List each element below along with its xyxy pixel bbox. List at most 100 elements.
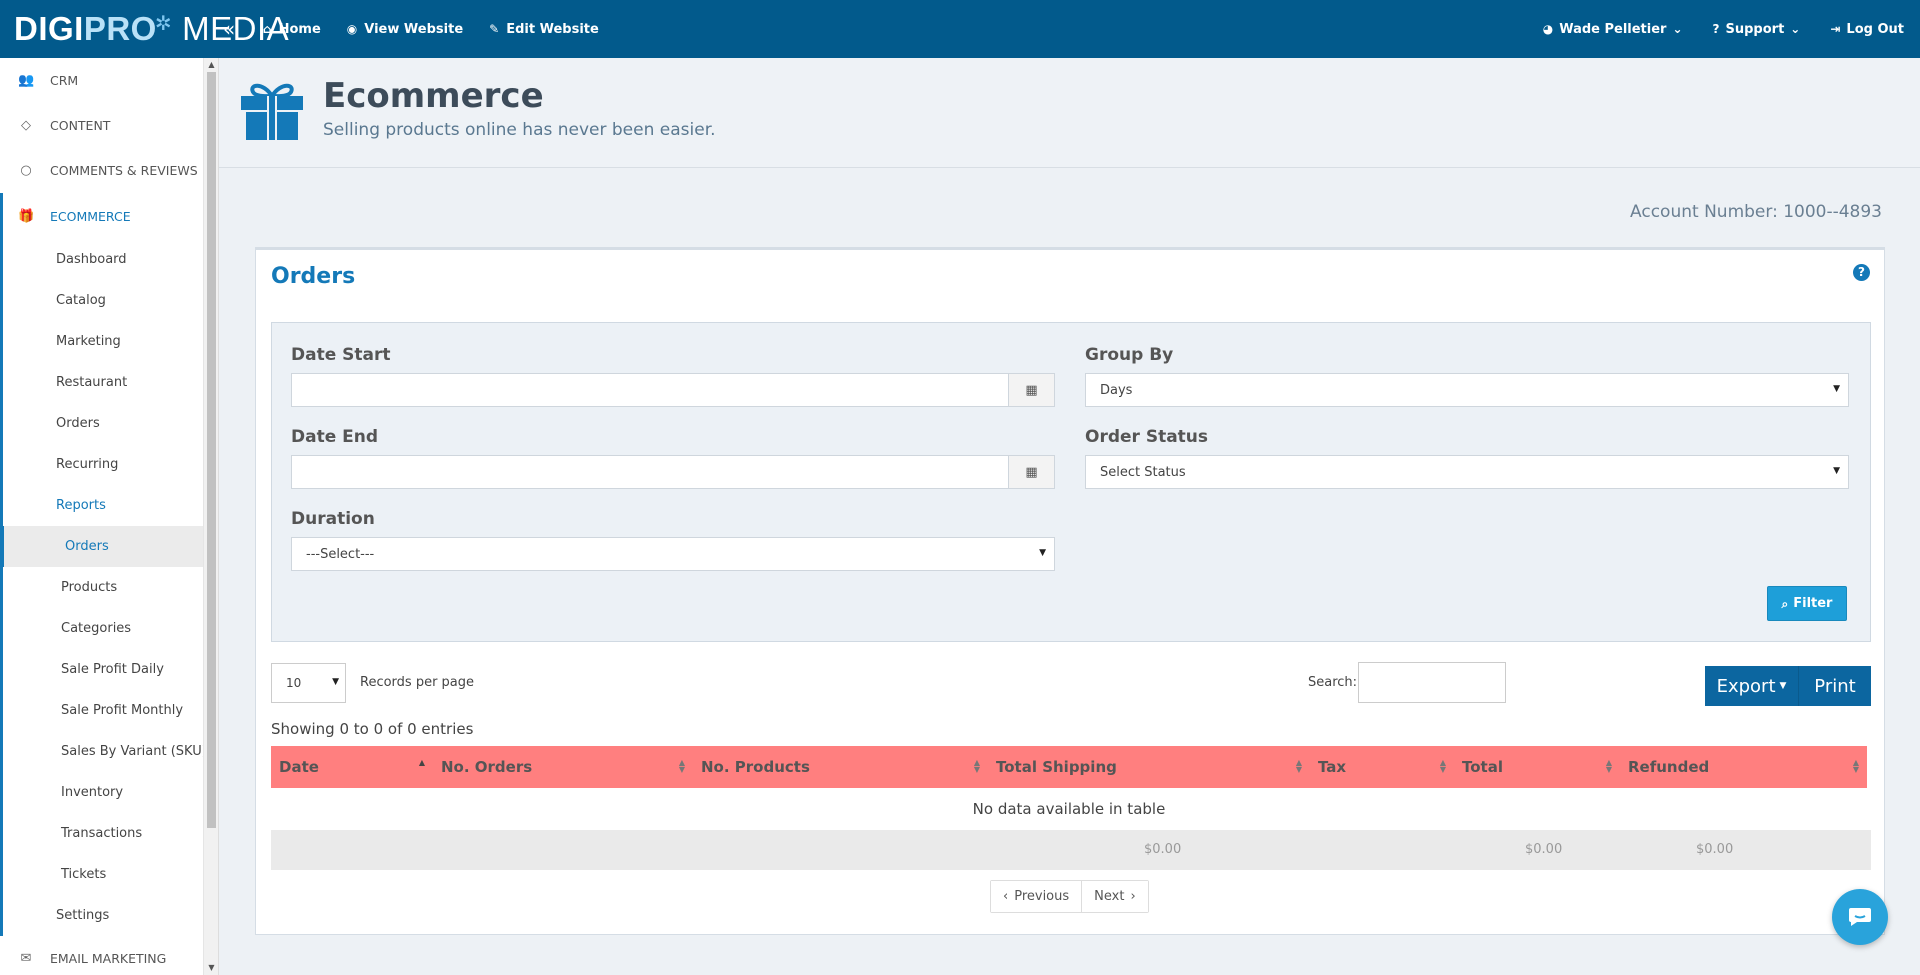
logo[interactable]: DIGI PRO ✲ MEDIA	[0, 0, 289, 58]
previous-label: Previous	[1014, 889, 1070, 904]
page-subtitle: Selling products online has never been e…	[323, 120, 716, 140]
chat-widget-button[interactable]	[1832, 889, 1888, 945]
sidebar: 👥 CRM ◇ CONTENT ○ COMMENTS & REVIEWS 🎁 E…	[0, 58, 219, 975]
chevron-right-icon: ›	[1130, 889, 1136, 904]
question-circle-icon: ?	[1712, 22, 1720, 36]
nav-view-website-link[interactable]: ◉ View Website	[347, 22, 463, 37]
orders-panel: Orders ? Date Start ▦ Date End ▦ Duratio…	[255, 247, 1885, 935]
eye-icon: ◉	[346, 22, 358, 36]
sidebar-item-report-sales-by-variant[interactable]: Sales By Variant (SKU)	[61, 744, 207, 759]
sidebar-item-report-transactions[interactable]: Transactions	[61, 826, 143, 841]
print-button[interactable]: Print	[1799, 666, 1871, 706]
group-by-label: Group By	[1085, 345, 1174, 365]
date-end-label: Date End	[291, 427, 379, 447]
sidebar-item-report-tickets[interactable]: Tickets	[61, 867, 107, 882]
nav-home-label: Home	[278, 21, 321, 37]
nav-view-website-label: View Website	[364, 21, 464, 37]
sort-icon: ▲ ▼	[1295, 758, 1302, 774]
sidebar-item-content[interactable]: ◇ CONTENT	[0, 103, 218, 148]
top-navbar: DIGI PRO ✲ MEDIA « ⌂ Home ◉ View Website ✎ …	[0, 0, 1920, 58]
order-status-select[interactable]: Select Status ▼	[1085, 455, 1849, 489]
column-header-label: Total Shipping	[996, 758, 1117, 776]
calendar-icon[interactable]: ▦	[1009, 455, 1055, 489]
table-header: Date ▲ No. Orders ▲ ▼ No. Products ▲ ▼ Tot…	[271, 746, 1867, 788]
user-name: Wade Pelletier	[1559, 21, 1667, 37]
column-header-label: Refunded	[1628, 758, 1710, 776]
export-button[interactable]: Export ▼	[1705, 666, 1799, 706]
sidebar-item-orders[interactable]: Orders	[56, 416, 100, 431]
gift-icon: 🎁	[18, 208, 35, 224]
group-by-select[interactable]: Days ▼	[1085, 373, 1849, 407]
empty-table-message: No data available in table	[271, 788, 1867, 830]
scrollbar-thumb[interactable]	[207, 72, 216, 828]
top-right-menu: ◕ Wade Pelletier ⌄ ? Support ⌄ ⇥ Log Out	[1543, 22, 1920, 37]
nav-edit-website-link[interactable]: ✎ Edit Website	[489, 22, 599, 37]
caret-down-icon: ▼	[1039, 548, 1046, 558]
next-page-button[interactable]: Next ›	[1081, 881, 1148, 912]
records-per-page-value: 10	[286, 676, 302, 690]
sidebar-item-marketing[interactable]: Marketing	[56, 334, 121, 349]
sidebar-item-recurring[interactable]: Recurring	[56, 457, 119, 472]
users-icon: 👥	[18, 73, 35, 88]
column-header-date[interactable]: Date ▲	[271, 746, 433, 788]
sidebar-item-label: COMMENTS & REVIEWS	[50, 163, 198, 178]
records-per-page-label: Records per page	[360, 675, 475, 690]
column-header-no-orders[interactable]: No. Orders ▲ ▼	[433, 746, 693, 788]
sidebar-item-settings[interactable]: Settings	[56, 908, 110, 923]
sidebar-item-report-inventory[interactable]: Inventory	[61, 785, 124, 800]
support-menu[interactable]: ? Support ⌄	[1713, 22, 1801, 37]
comment-icon: ○	[20, 163, 32, 178]
calendar-icon[interactable]: ▦	[1009, 373, 1055, 407]
sidebar-scrollbar[interactable]: ▲ ▼	[203, 58, 218, 975]
column-header-refunded[interactable]: Refunded ▲ ▼	[1620, 746, 1867, 788]
logo-text-media: MEDIA	[182, 10, 290, 47]
sidebar-item-catalog[interactable]: Catalog	[56, 293, 106, 308]
sort-icon: ▲ ▼	[1605, 758, 1612, 774]
sidebar-item-dashboard[interactable]: Dashboard	[56, 252, 127, 267]
sidebar-item-ecommerce[interactable]: 🎁 ECOMMERCE	[3, 193, 218, 239]
column-header-tax[interactable]: Tax ▲ ▼	[1310, 746, 1454, 788]
search-input[interactable]	[1358, 662, 1506, 703]
help-icon[interactable]: ?	[1853, 264, 1870, 281]
sidebar-item-report-orders[interactable]: Orders	[0, 526, 218, 567]
logout-link[interactable]: ⇥ Log Out	[1830, 22, 1904, 37]
sidebar-item-label: EMAIL MARKETING	[50, 951, 167, 966]
filter-button[interactable]: ⌕ Filter	[1767, 586, 1847, 621]
search-icon: ⌕	[1781, 596, 1789, 611]
records-per-page-select[interactable]: 10 ▼	[271, 663, 346, 703]
nav-home-link[interactable]: ⌂ Home	[263, 22, 321, 37]
sidebar-item-crm[interactable]: 👥 CRM	[0, 58, 218, 103]
caret-down-icon: ▼	[332, 677, 339, 687]
logo-text-pro: PRO	[83, 10, 157, 47]
chevron-down-icon: ⌄	[1790, 22, 1801, 36]
sidebar-item-report-products[interactable]: Products	[61, 580, 118, 595]
caret-down-icon: ▼	[1833, 466, 1840, 476]
duration-select[interactable]: ---Select--- ▼	[291, 537, 1055, 571]
account-number: Account Number: 1000--4893	[1630, 202, 1882, 222]
column-header-label: Date	[279, 758, 319, 776]
sidebar-item-report-categories[interactable]: Categories	[61, 621, 132, 636]
column-header-label: No. Products	[701, 758, 810, 776]
sidebar-item-report-sale-profit-monthly[interactable]: Sale Profit Monthly	[61, 703, 184, 718]
date-end-input[interactable]	[291, 455, 1009, 489]
date-start-input[interactable]	[291, 373, 1009, 407]
column-header-total[interactable]: Total ▲ ▼	[1454, 746, 1620, 788]
column-header-total-shipping[interactable]: Total Shipping ▲ ▼	[988, 746, 1310, 788]
sidebar-item-comments[interactable]: ○ COMMENTS & REVIEWS	[0, 148, 218, 193]
sidebar-item-restaurant[interactable]: Restaurant	[56, 375, 128, 390]
collapse-sidebar-icon[interactable]: «	[223, 17, 236, 41]
filter-button-label: Filter	[1793, 596, 1833, 611]
sidebar-item-label: ECOMMERCE	[50, 208, 131, 224]
order-status-label: Order Status	[1085, 427, 1209, 447]
sort-icon: ▲ ▼	[678, 758, 685, 774]
support-label: Support	[1725, 21, 1785, 37]
sidebar-item-reports[interactable]: Reports	[56, 498, 106, 513]
column-header-no-products[interactable]: No. Products ▲ ▼	[693, 746, 988, 788]
scroll-up-arrow-icon[interactable]: ▲	[208, 60, 215, 69]
scroll-down-arrow-icon[interactable]: ▼	[208, 963, 215, 972]
sidebar-item-email-marketing[interactable]: ✉ EMAIL MARKETING	[0, 936, 218, 975]
sidebar-item-report-sale-profit-daily[interactable]: Sale Profit Daily	[61, 662, 164, 677]
user-menu[interactable]: ◕ Wade Pelletier ⌄	[1543, 22, 1683, 37]
home-icon: ⌂	[263, 22, 272, 36]
previous-page-button[interactable]: ‹ Previous	[991, 881, 1082, 912]
